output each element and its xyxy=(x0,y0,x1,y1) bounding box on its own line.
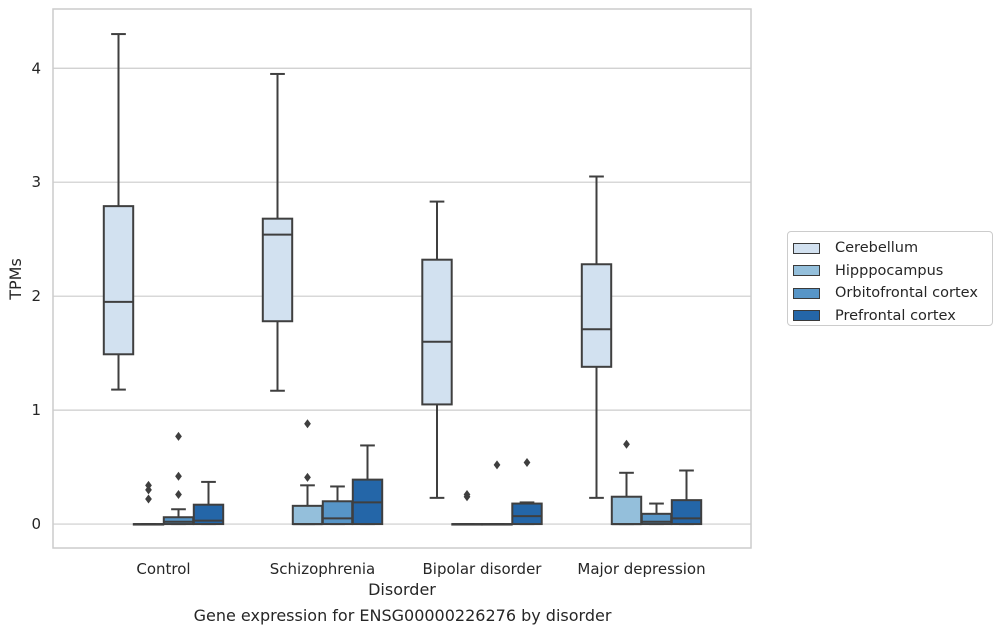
flier-point xyxy=(175,471,182,481)
y-tick-label-3: 3 xyxy=(31,173,41,191)
plot-frame xyxy=(52,8,752,549)
box-1-0 xyxy=(132,480,165,526)
box-body xyxy=(261,217,294,323)
legend-label: Prefrontal cortex xyxy=(835,307,956,324)
flier-point xyxy=(175,489,182,499)
x-axis-label: Disorder xyxy=(368,580,436,599)
box-3-2 xyxy=(511,458,543,526)
box-0-0 xyxy=(102,33,135,391)
box-body xyxy=(321,500,354,526)
grid-lines xyxy=(53,67,751,525)
box-2-0 xyxy=(162,431,195,526)
box-body xyxy=(192,503,225,526)
box-2-2 xyxy=(481,460,513,526)
legend-swatch xyxy=(793,287,820,299)
y-tick-label-0: 0 xyxy=(31,515,41,533)
box-body xyxy=(162,516,195,526)
box-0-2 xyxy=(421,200,453,499)
y-tick-label-4: 4 xyxy=(31,59,41,77)
legend: Cerebellum Hipppocampus Orbitofrontal cort… xyxy=(787,231,993,326)
box-body xyxy=(580,263,613,368)
flier-point xyxy=(623,439,630,449)
x-tick-label-1: Schizophrenia xyxy=(270,560,375,578)
legend-item-0: Cerebellum xyxy=(793,237,992,260)
flier-point xyxy=(175,431,182,441)
legend-label: Hipppocampus xyxy=(835,262,944,279)
box-1-3 xyxy=(610,439,643,526)
box-body xyxy=(610,495,643,526)
x-tick-label-3: Major depression xyxy=(577,560,705,578)
box-3-1 xyxy=(351,444,384,526)
legend-item-2: Orbitofrontal cortex xyxy=(793,282,992,305)
legend-item-3: Prefrontal cortex xyxy=(793,305,992,328)
flier-point xyxy=(145,494,152,504)
box-2-1 xyxy=(321,485,354,526)
axes: 0 1 2 3 4 Control Schizophrenia Bipolar disorde… xyxy=(31,8,752,578)
x-tick-label-0: Control xyxy=(136,560,190,578)
x-tick-label-2: Bipolar disorder xyxy=(423,560,543,578)
y-tick-label-1: 1 xyxy=(31,401,41,419)
box-2-3 xyxy=(640,502,673,526)
flier-point xyxy=(463,489,471,499)
legend-swatch xyxy=(793,310,820,322)
flier-point xyxy=(493,460,501,470)
box-1-1 xyxy=(291,419,324,526)
box-3-0 xyxy=(192,480,225,526)
flier-point xyxy=(145,485,152,495)
box-body xyxy=(670,499,703,526)
flier-point xyxy=(145,480,152,490)
box-body xyxy=(511,502,543,526)
box-0-1 xyxy=(261,72,294,392)
box-body xyxy=(291,504,324,526)
flier-point xyxy=(304,472,311,482)
y-axis-label: TPMs xyxy=(6,258,25,301)
box-body xyxy=(102,205,135,356)
box-0-3 xyxy=(580,175,613,499)
flier-point xyxy=(523,458,531,468)
legend-label: Orbitofrontal cortex xyxy=(835,285,978,302)
legend-swatch xyxy=(793,242,820,254)
legend-swatch xyxy=(793,265,820,277)
flier-point xyxy=(304,419,311,429)
box-3-3 xyxy=(670,469,703,526)
box-body xyxy=(421,258,453,406)
chart-caption: Gene expression for ENSG00000226276 by d… xyxy=(193,606,612,625)
box-1-2 xyxy=(451,489,483,526)
boxes xyxy=(102,33,703,526)
y-tick-label-2: 2 xyxy=(31,287,41,305)
legend-label: Cerebellum xyxy=(835,240,919,257)
legend-item-1: Hipppocampus xyxy=(793,260,992,283)
